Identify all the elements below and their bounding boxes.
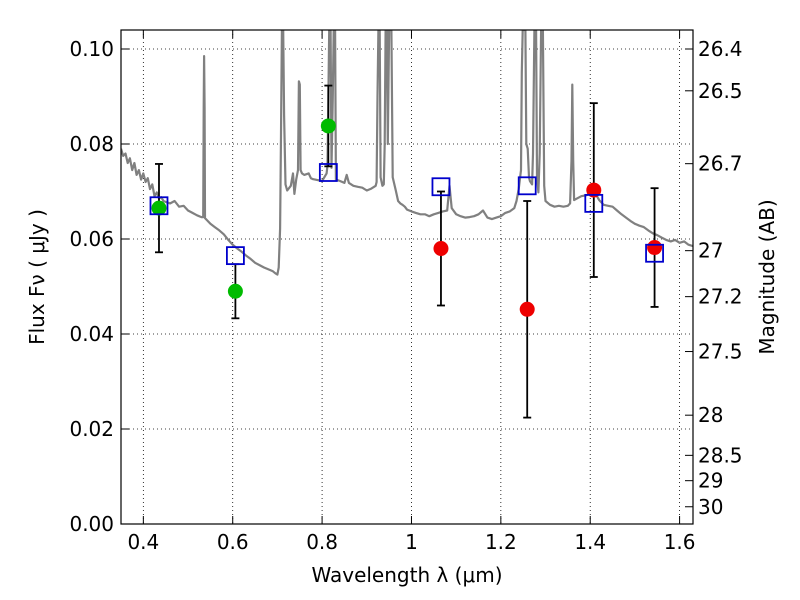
magnitude-tick-label: 27.2: [698, 285, 743, 309]
y-tick-label: 0.06: [69, 227, 114, 251]
magnitude-axis-label: Magnitude (AB): [755, 199, 779, 354]
data-point: [586, 182, 602, 198]
model-point: [225, 246, 245, 266]
magnitude-tick-label: 26.4: [698, 37, 743, 61]
data-point: [151, 200, 167, 216]
magnitude-tick-label: 26.7: [698, 152, 743, 176]
magnitude-tick-label: 27.5: [698, 340, 743, 364]
magnitude-tick-label: 28.5: [698, 443, 743, 467]
data-point: [433, 241, 449, 256]
y-tick-label: 0.00: [69, 512, 114, 536]
axis-ticks: 0.4 0.6 0.8 1 1.2 1.4 1.6 0.00 0.02 0.04 0.06 0.08 0…: [69, 30, 743, 554]
model-point: [517, 176, 537, 196]
data-point: [519, 301, 535, 317]
magnitude-tick-label: 28: [698, 403, 723, 427]
model-point: [431, 177, 451, 197]
model-point: [584, 193, 604, 213]
model-spectrum-line: [121, 30, 693, 276]
model-point: [645, 243, 664, 263]
x-axis-label: Wavelength λ (μm): [311, 563, 502, 587]
data-markers: [149, 118, 664, 317]
plot-frame: [120, 29, 694, 525]
magnitude-tick-label: 26.5: [698, 79, 743, 103]
y-axis-label: Flux Fν ( μJy ): [25, 209, 49, 345]
data-point: [647, 240, 663, 256]
magnitude-tick-label: 29: [698, 469, 723, 493]
x-tick-label: 1.2: [485, 530, 517, 554]
magnitude-tick-label: 27: [698, 239, 723, 263]
y-tick-label: 0.04: [69, 322, 114, 346]
data-point: [320, 118, 336, 134]
x-tick-label: 0.6: [217, 530, 249, 554]
model-point: [318, 163, 338, 182]
plot-background: [121, 30, 693, 524]
data-point: [227, 283, 243, 299]
x-tick-label: 0.4: [127, 530, 159, 554]
y-tick-label: 0.02: [69, 417, 114, 441]
magnitude-tick-label: 30: [698, 495, 723, 519]
x-tick-label: 1.6: [664, 530, 696, 554]
x-tick-label: 1.4: [574, 530, 606, 554]
model-point: [149, 196, 169, 216]
x-tick-label: 0.8: [306, 530, 338, 554]
y-tick-label: 0.10: [69, 37, 114, 61]
model-spectrum: [121, 30, 693, 276]
x-tick-label: 1: [405, 530, 418, 554]
y-tick-label: 0.08: [69, 132, 114, 156]
